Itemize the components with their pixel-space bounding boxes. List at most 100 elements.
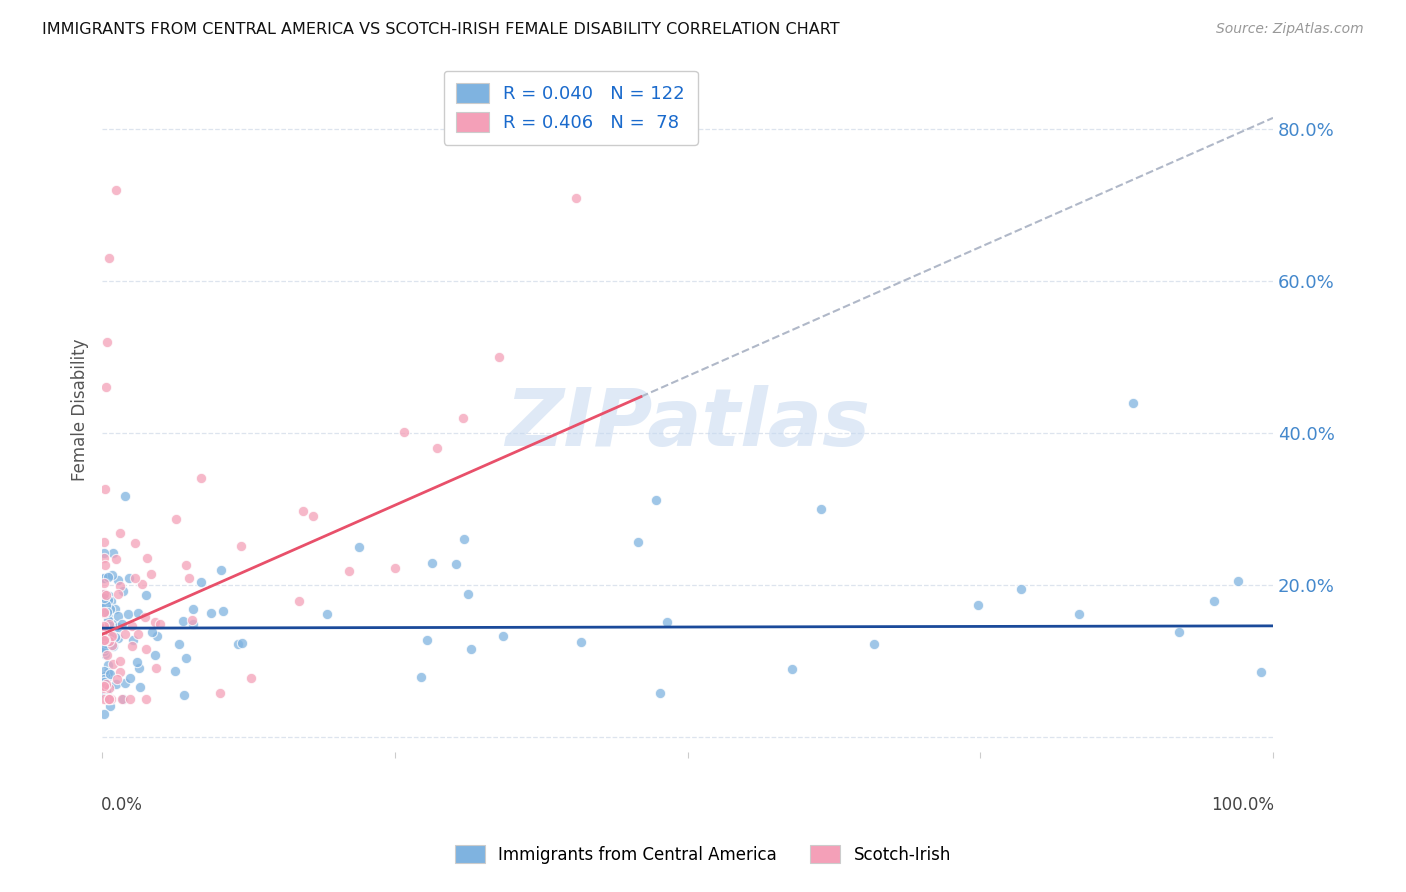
Point (104, 552, 127, 566)
Point (93, 664, 115, 678)
Point (97, 691, 120, 706)
Point (93, 534, 115, 549)
Point (93, 587, 115, 601)
Point (101, 657, 124, 672)
Point (104, 620, 127, 634)
Point (97, 691, 120, 706)
Point (93, 591, 115, 606)
Point (93, 630, 115, 644)
Point (165, 664, 187, 678)
Point (103, 616, 125, 631)
Point (107, 619, 129, 633)
Point (141, 567, 163, 582)
Point (128, 661, 150, 675)
Point (101, 568, 124, 582)
Point (103, 639, 125, 653)
Point (96, 605, 118, 619)
Point (93, 632, 115, 647)
Point (1168, 624, 1191, 639)
Point (97, 609, 120, 624)
Text: 100.0%: 100.0% (1211, 797, 1274, 814)
Point (96, 648, 118, 662)
Point (93, 551, 115, 566)
Y-axis label: Female Disability: Female Disability (72, 339, 89, 482)
Point (100, 638, 122, 652)
Point (416, 633, 439, 648)
Point (93, 679, 115, 693)
Point (292, 504, 315, 518)
Point (96, 598, 118, 612)
Point (98, 681, 121, 695)
Point (488, 350, 510, 364)
Point (111, 617, 134, 632)
Point (97, 630, 120, 644)
Point (93, 622, 115, 636)
Point (135, 550, 157, 565)
Text: Source: ZipAtlas.com: Source: ZipAtlas.com (1216, 22, 1364, 37)
Point (451, 410, 474, 425)
Point (96, 619, 118, 633)
Point (93, 642, 115, 657)
Point (108, 654, 131, 668)
Point (229, 540, 252, 554)
Point (98, 619, 121, 633)
Point (145, 661, 167, 675)
Point (145, 629, 167, 643)
Point (446, 557, 468, 571)
Point (105, 676, 128, 690)
Point (93, 672, 115, 686)
Point (347, 540, 370, 554)
Point (108, 579, 131, 593)
Point (143, 648, 166, 662)
Point (231, 636, 253, 650)
Point (1069, 607, 1091, 621)
Point (135, 691, 157, 706)
Point (93, 706, 115, 721)
Point (100, 615, 122, 629)
Point (190, 470, 212, 484)
Point (93, 640, 115, 655)
Point (180, 613, 202, 627)
Point (100, 629, 122, 643)
Point (149, 616, 172, 631)
Point (135, 641, 157, 656)
Point (569, 634, 592, 648)
Point (127, 606, 149, 620)
Point (165, 512, 187, 526)
Point (181, 617, 204, 632)
Point (94, 636, 117, 650)
Point (131, 576, 153, 591)
Point (97, 592, 120, 607)
Point (111, 691, 134, 706)
Point (426, 441, 449, 455)
Point (98, 624, 121, 638)
Point (98, 252, 121, 266)
Point (110, 525, 132, 540)
Point (94, 680, 117, 694)
Point (114, 489, 136, 503)
Point (94, 632, 117, 647)
Point (177, 571, 200, 585)
Point (93, 681, 115, 695)
Point (339, 565, 361, 579)
Point (93, 605, 115, 619)
Point (1010, 582, 1032, 597)
Point (107, 573, 129, 587)
Point (392, 425, 415, 439)
Point (1204, 594, 1226, 608)
Point (453, 533, 475, 547)
Point (93, 546, 115, 560)
Point (93, 599, 115, 614)
Point (411, 670, 433, 684)
Point (93, 633, 115, 648)
Point (94, 677, 117, 691)
Point (302, 509, 325, 524)
Point (93, 621, 115, 635)
Point (94, 483, 117, 497)
Text: IMMIGRANTS FROM CENTRAL AMERICA VS SCOTCH-IRISH FEMALE DISABILITY CORRELATION CH: IMMIGRANTS FROM CENTRAL AMERICA VS SCOTC… (42, 22, 839, 37)
Point (104, 602, 127, 616)
Point (105, 622, 128, 636)
Point (97, 628, 120, 642)
Point (167, 637, 190, 651)
Point (94, 598, 117, 612)
